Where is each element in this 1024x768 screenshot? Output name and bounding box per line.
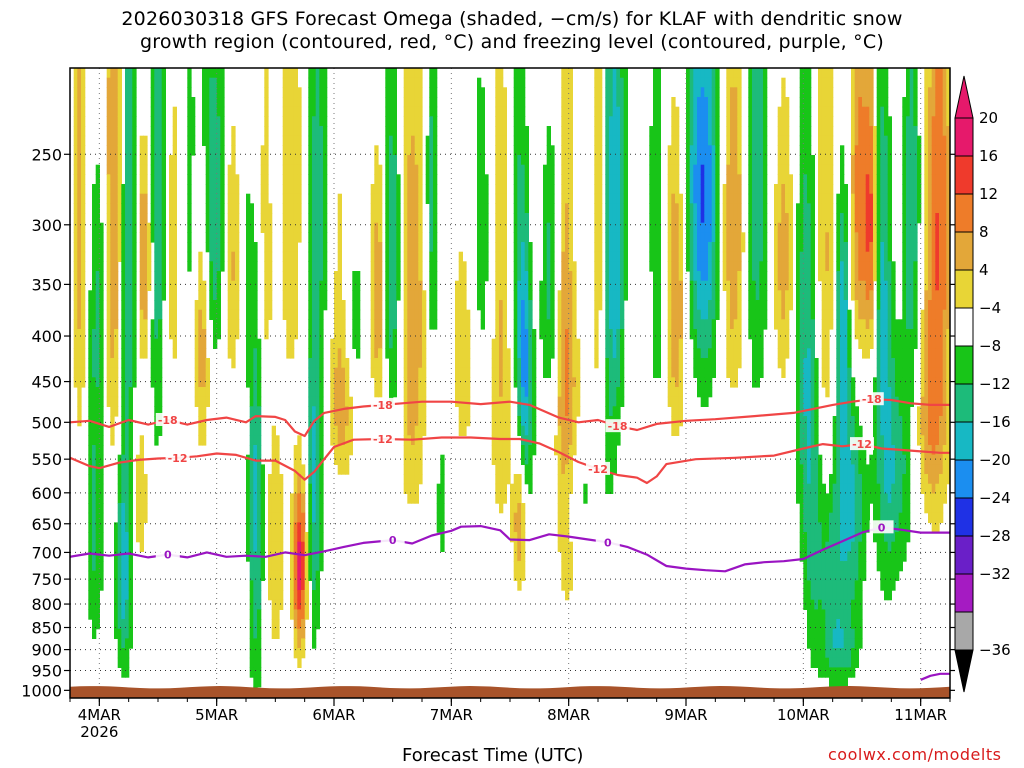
y-tick-label: 450 — [31, 373, 62, 392]
colorbar-label: −4 — [979, 299, 1001, 317]
y-tick-label: 850 — [31, 618, 62, 637]
omega-shading — [73, 68, 950, 697]
colorbar-label: 4 — [979, 261, 989, 279]
colorbar-swatch-8 — [954, 421, 974, 461]
colorbar-swatch-4 — [954, 269, 974, 309]
x-tick-label: 10MAR — [777, 706, 830, 724]
colorbar-top-arrow — [954, 75, 974, 119]
contour-label-bg — [370, 431, 395, 445]
x-tick-label: 11MAR — [894, 706, 947, 724]
contour-label-bg — [605, 419, 630, 433]
contour-label-bg — [850, 437, 874, 451]
colorbar-label: −32 — [979, 565, 1011, 583]
y-tick-label: 950 — [31, 662, 62, 681]
contour-label-0-3: -18 — [862, 393, 882, 406]
contour-label-1-2: -12 — [588, 463, 608, 476]
contour-label-0-2: -18 — [608, 420, 628, 433]
contour-label-bg — [859, 392, 884, 406]
contour-label-0-0: -18 — [158, 414, 178, 427]
contour-label-bg — [380, 533, 405, 547]
colorbar-bottom-arrow — [954, 649, 974, 693]
contour-line-1 — [70, 436, 950, 485]
colorbar-label: −16 — [979, 413, 1011, 431]
y-tick-label: 1000 — [21, 681, 62, 700]
x-tick-label: 9MAR — [664, 706, 707, 724]
credit-link[interactable]: coolwx.com/modelts — [828, 745, 1002, 764]
colorbar-swatch-1 — [954, 155, 974, 195]
colorbar-swatch-0 — [954, 117, 974, 157]
y-tick-label: 700 — [31, 543, 62, 562]
colorbar-swatch-13 — [954, 611, 974, 651]
grid-lines — [70, 68, 950, 698]
colorbar-label: 8 — [979, 223, 989, 241]
colorbar-label: −8 — [979, 337, 1001, 355]
y-tick-label: 500 — [31, 413, 62, 432]
contour-layer: -18 -18 -18 -18 -12 -12 -12 -12 0 0 0 0 — [70, 392, 950, 681]
terrain-surface — [70, 686, 950, 698]
colorbar-swatch-3 — [954, 231, 974, 271]
y-tick-label: 400 — [31, 327, 62, 346]
contour-label-2-3: 0 — [878, 521, 886, 534]
chart-title-line-1: 2026030318 GFS Forecast Omega (shaded, −… — [121, 8, 903, 30]
colorbar-swatch-11 — [954, 535, 974, 575]
x-tick-label: 5MAR — [195, 706, 238, 724]
contour-label-bg — [586, 461, 610, 475]
contour-line-0 — [70, 398, 950, 438]
x-tick-label: 8MAR — [547, 706, 590, 724]
colorbar-swatch-6 — [954, 345, 974, 385]
colorbar-swatch-10 — [954, 497, 974, 537]
y-tick-label: 250 — [31, 145, 62, 164]
contour-line-2 — [70, 525, 950, 573]
colorbar-swatch-7 — [954, 383, 974, 423]
colorbar-swatch-5 — [954, 307, 974, 347]
x-axis-title: Forecast Time (UTC) — [402, 745, 584, 766]
contour-label-0-1: -18 — [373, 399, 393, 412]
contour-label-bg — [869, 520, 894, 534]
contour-label-1-3: -12 — [852, 438, 872, 451]
x-tick-label: 4MAR — [78, 706, 121, 724]
colorbar-label: −12 — [979, 375, 1011, 393]
colorbar: 20 16 12 8 4 −4 −8 −12 −16 −20 −24 −28 −32 −36 — [954, 75, 1011, 693]
contour-line-3 — [920, 672, 950, 681]
y-tick-label: 650 — [31, 515, 62, 534]
contour-label-1-1: -12 — [373, 433, 393, 446]
colorbar-swatch-2 — [954, 193, 974, 233]
y-tick-label: 750 — [31, 570, 62, 589]
contour-label-bg — [165, 450, 190, 464]
y-tick-label: 800 — [31, 595, 62, 614]
colorbar-label: −24 — [979, 489, 1011, 507]
colorbar-swatch-9 — [954, 459, 974, 499]
y-axis: 250 300 350 400 450 500 550 600 650 700 750 800 850 9… — [21, 145, 955, 700]
x-tick-label: 6MAR — [312, 706, 355, 724]
chart-title-line-2: growth region (contoured, red, °C) and f… — [140, 31, 884, 53]
contour-label-bg — [155, 547, 180, 561]
x-tick-sublabel: 2026 — [80, 723, 118, 741]
colorbar-label: 16 — [979, 147, 998, 165]
colorbar-label: −36 — [979, 641, 1011, 659]
contour-label-2-1: 0 — [389, 534, 397, 547]
y-tick-label: 350 — [31, 275, 62, 294]
contour-label-1-0: -12 — [168, 452, 188, 465]
colorbar-label: −20 — [979, 451, 1011, 469]
contour-label-bg — [370, 397, 395, 411]
y-tick-label: 600 — [31, 484, 62, 503]
x-tick-label: 7MAR — [430, 706, 473, 724]
contour-label-2-2: 0 — [604, 536, 612, 549]
y-tick-label: 550 — [31, 450, 62, 469]
y-tick-label: 900 — [31, 641, 62, 660]
contour-label-bg — [595, 535, 620, 549]
colorbar-label: 20 — [979, 109, 998, 127]
y-tick-label: 300 — [31, 216, 62, 235]
colorbar-label: 12 — [979, 185, 998, 203]
terrain-layer — [70, 686, 950, 698]
colorbar-swatch-12 — [954, 573, 974, 613]
colorbar-label: −28 — [979, 527, 1011, 545]
contour-label-bg — [155, 412, 180, 426]
contour-label-2-0: 0 — [164, 549, 172, 562]
